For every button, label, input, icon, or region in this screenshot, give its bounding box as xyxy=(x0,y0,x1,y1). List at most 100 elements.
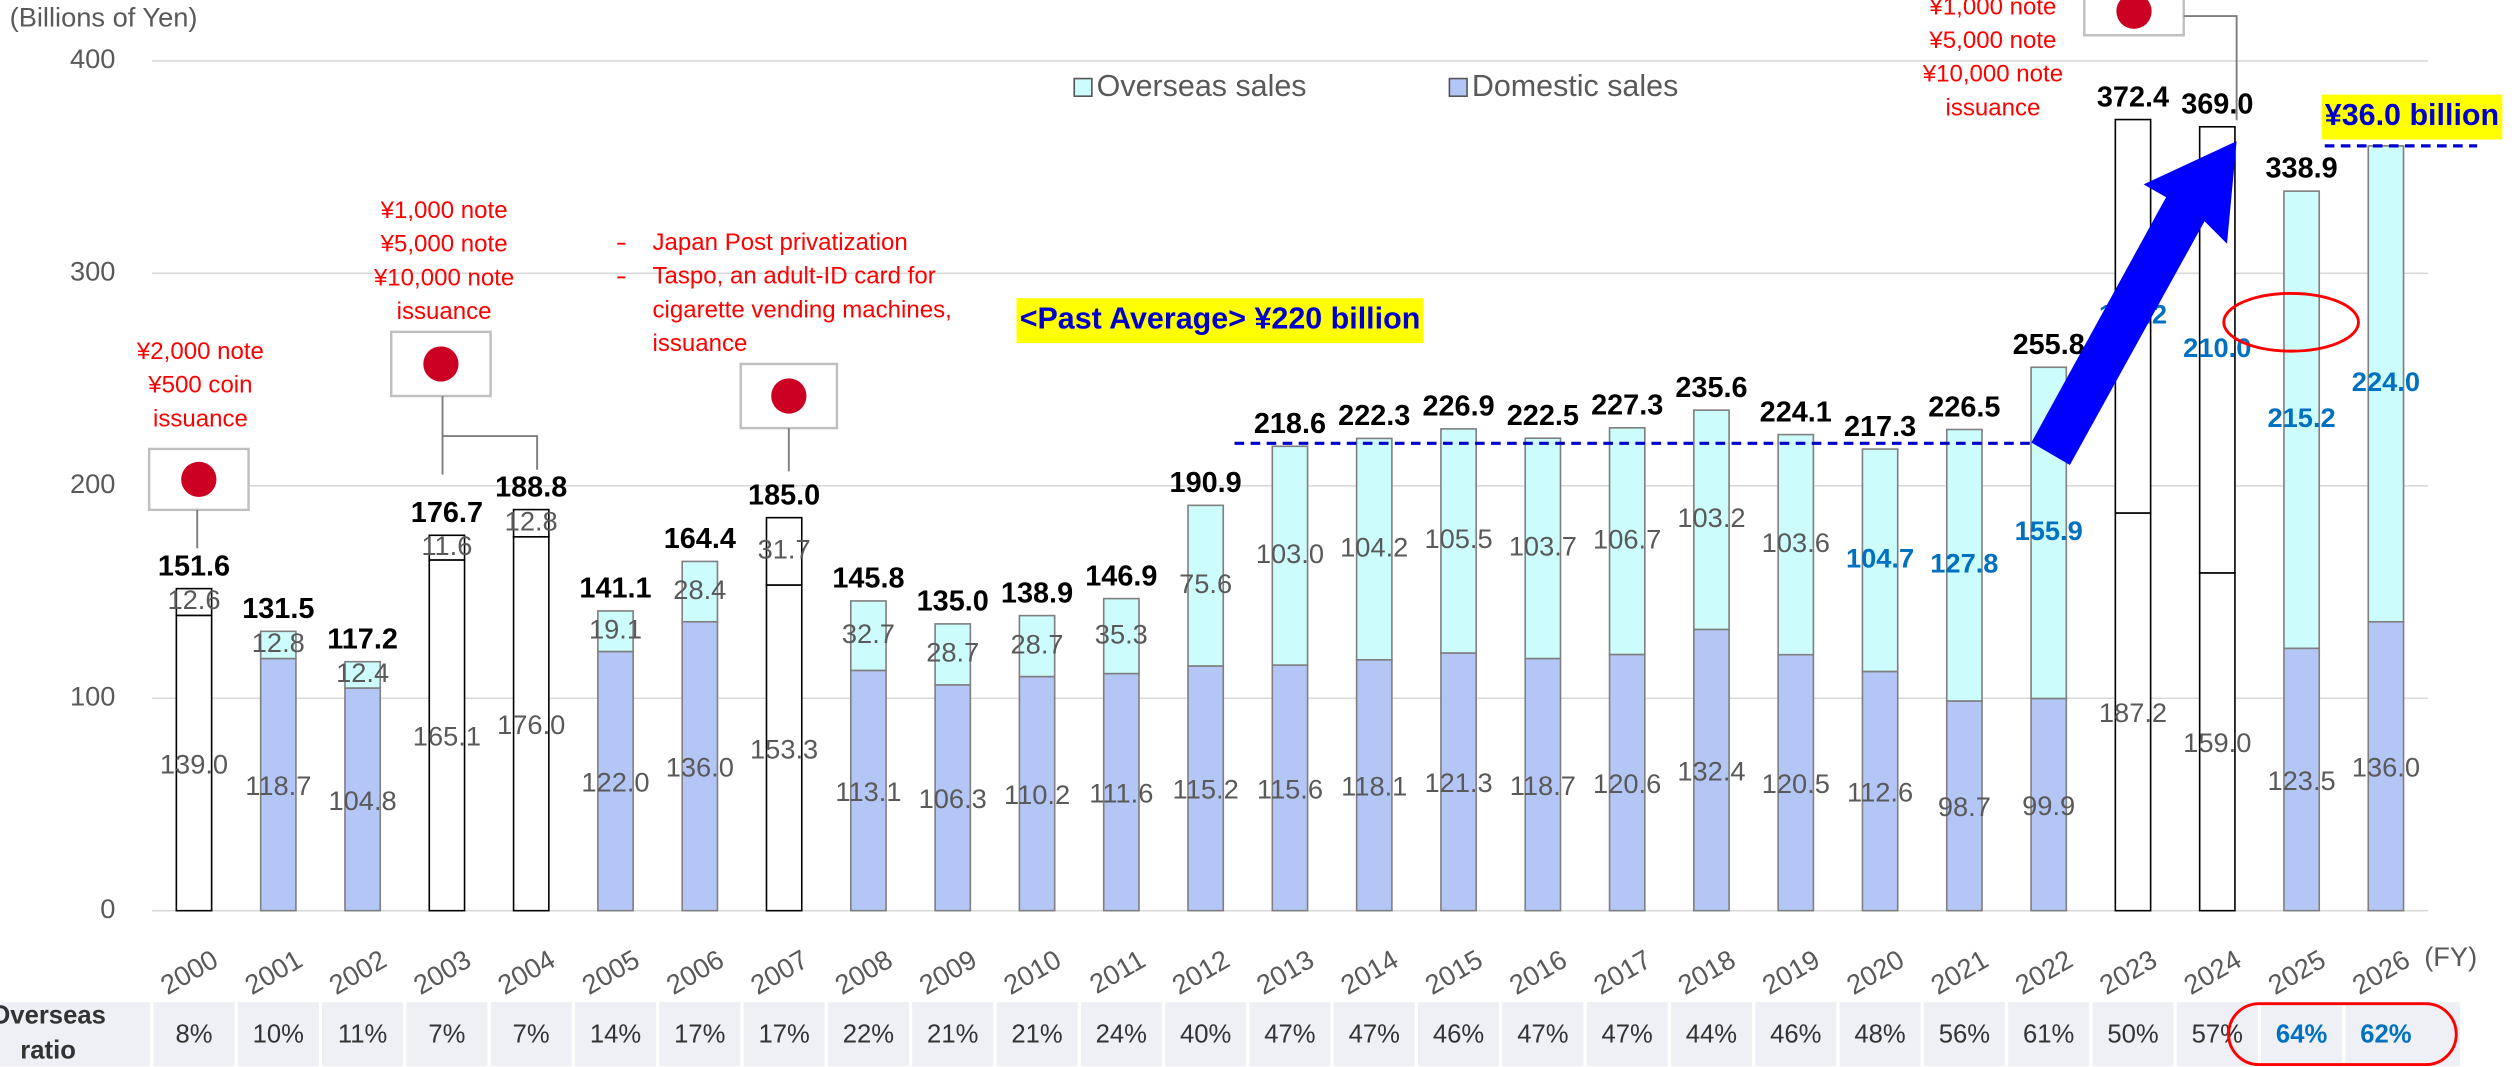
segment-label: 19.1 xyxy=(589,613,642,644)
segment-label: 12.6 xyxy=(167,584,220,615)
connector xyxy=(2183,15,2238,121)
annotation: issuance xyxy=(153,405,248,432)
segment-label: 106.7 xyxy=(1593,523,1661,554)
bar-segment xyxy=(1524,657,1562,912)
segment-label: 118.7 xyxy=(1510,770,1576,801)
y-tick-label: 400 xyxy=(70,43,115,74)
y-axis-label: (Billions of Yen) xyxy=(10,1,198,32)
total-label: 117.2 xyxy=(327,623,398,655)
segment-label: 104.8 xyxy=(329,785,397,816)
ratio-value: 57% xyxy=(2192,1021,2243,1049)
x-tick-label: 2005 xyxy=(577,943,645,1000)
bar-segment xyxy=(259,630,297,660)
reference-label: ¥36.0 billion xyxy=(2325,98,2499,132)
x-tick-label: 2008 xyxy=(829,943,897,1000)
segment-label: 118.7 xyxy=(245,770,311,801)
segment-label: 120.5 xyxy=(1762,768,1830,799)
segment-label: 123.5 xyxy=(2267,765,2335,796)
reference-label-bg xyxy=(2321,94,2503,140)
total-label: 224.1 xyxy=(1760,396,1832,428)
bar-segment xyxy=(597,610,634,653)
bar-segment xyxy=(934,684,972,912)
highlight-ring xyxy=(2222,291,2360,353)
ratio-value: 47% xyxy=(1602,1021,1653,1049)
total-label: 151.6 xyxy=(158,550,230,582)
reference-label: <Past Average> ¥220 billion xyxy=(1020,302,1421,336)
x-tick-label: 2010 xyxy=(998,943,1066,1000)
flag-sun xyxy=(181,461,217,498)
legend-swatch xyxy=(1073,77,1093,97)
bar-segment xyxy=(512,508,550,538)
total-label: 185.0 xyxy=(748,479,820,511)
segment-label: 136.0 xyxy=(2352,752,2420,783)
total-label: 131.5 xyxy=(242,593,314,625)
annotation: ¥1,000 note xyxy=(380,197,508,224)
annotation: cigarette vending machines, xyxy=(653,296,952,323)
ratio-value: 21% xyxy=(927,1021,978,1049)
segment-label: 99.9 xyxy=(2022,790,2075,821)
ratio-value: 17% xyxy=(758,1021,809,1049)
total-label: 255.8 xyxy=(2013,329,2085,361)
total-label: 372.4 xyxy=(2097,81,2169,113)
segment-label: 113.1 xyxy=(835,776,901,807)
segment-label: 215.2 xyxy=(2267,402,2335,433)
bar-segment xyxy=(849,600,887,672)
bar-segment xyxy=(765,516,803,586)
x-tick-label: 2020 xyxy=(1841,943,1909,1000)
total-label: 222.3 xyxy=(1338,400,1410,432)
ratio-value: 17% xyxy=(674,1021,725,1049)
x-tick-label: 2003 xyxy=(408,943,476,1000)
segment-label: 28.4 xyxy=(673,574,726,605)
x-tick-label: 2009 xyxy=(914,943,982,1000)
ratio-value: 47% xyxy=(1349,1021,1400,1049)
x-tick-label: 2018 xyxy=(1673,943,1741,1000)
y-tick-label: 0 xyxy=(100,893,115,924)
bar-segment xyxy=(1355,437,1393,661)
total-label: 138.9 xyxy=(1001,577,1073,609)
bar-segment xyxy=(344,687,382,912)
segment-label: 32.7 xyxy=(842,618,895,649)
bar-segment xyxy=(2283,647,2321,912)
segment-label: 165.1 xyxy=(413,721,481,752)
segment-label: 31.7 xyxy=(758,534,811,565)
segment-label: 35.3 xyxy=(1095,618,1148,649)
segment-label: 110.2 xyxy=(1004,779,1070,810)
segment-label: 111.6 xyxy=(1089,778,1153,809)
bar-segment xyxy=(849,669,887,912)
x-tick-label: 2012 xyxy=(1167,943,1235,1000)
bar-segment xyxy=(1861,448,1899,673)
ratio-value: 46% xyxy=(1770,1021,1821,1049)
x-tick-label: 2025 xyxy=(2263,943,2331,1000)
segment-label: 103.7 xyxy=(1509,531,1577,562)
x-tick-label: 2004 xyxy=(492,943,560,1000)
total-label: 227.3 xyxy=(1591,390,1663,422)
segment-label: 132.4 xyxy=(1677,755,1745,786)
ratio-value: 10% xyxy=(253,1021,304,1049)
ratio-value: 7% xyxy=(428,1021,465,1049)
annotation: issuance xyxy=(653,330,748,357)
annotation: ¥10,000 note xyxy=(373,264,514,291)
x-tick-label: 2026 xyxy=(2347,943,2415,1000)
bar-segment xyxy=(1693,409,1730,631)
segment-label: 103.2 xyxy=(1677,502,1745,533)
bar-segment xyxy=(428,534,466,561)
segment-label: 118.1 xyxy=(1341,771,1407,802)
bar-segment xyxy=(1440,652,1477,912)
ratio-value: 14% xyxy=(590,1021,641,1049)
total-label: 338.9 xyxy=(2266,153,2338,185)
annotation: ¥500 coin xyxy=(147,372,252,399)
x-tick-label: 2024 xyxy=(2178,943,2246,1000)
x-tick-label: 2022 xyxy=(2010,943,2078,1000)
annotation: Taspo, an adult-ID card for xyxy=(653,263,936,290)
x-tick-label: 2011 xyxy=(1084,943,1150,999)
total-label: 217.3 xyxy=(1844,411,1916,443)
bar-segment xyxy=(1524,437,1562,660)
annotation: ¥1,000 note xyxy=(1928,0,2056,20)
bar-segment xyxy=(1102,597,1140,675)
total-label: 146.9 xyxy=(1085,560,1157,592)
x-tick-label: 2006 xyxy=(661,943,729,1000)
segment-label: 115.6 xyxy=(1257,773,1323,804)
annotation: ¥10,000 note xyxy=(1922,61,2063,88)
annotation: ¥5,000 note xyxy=(1928,27,2056,54)
legend-swatch xyxy=(1448,77,1468,97)
